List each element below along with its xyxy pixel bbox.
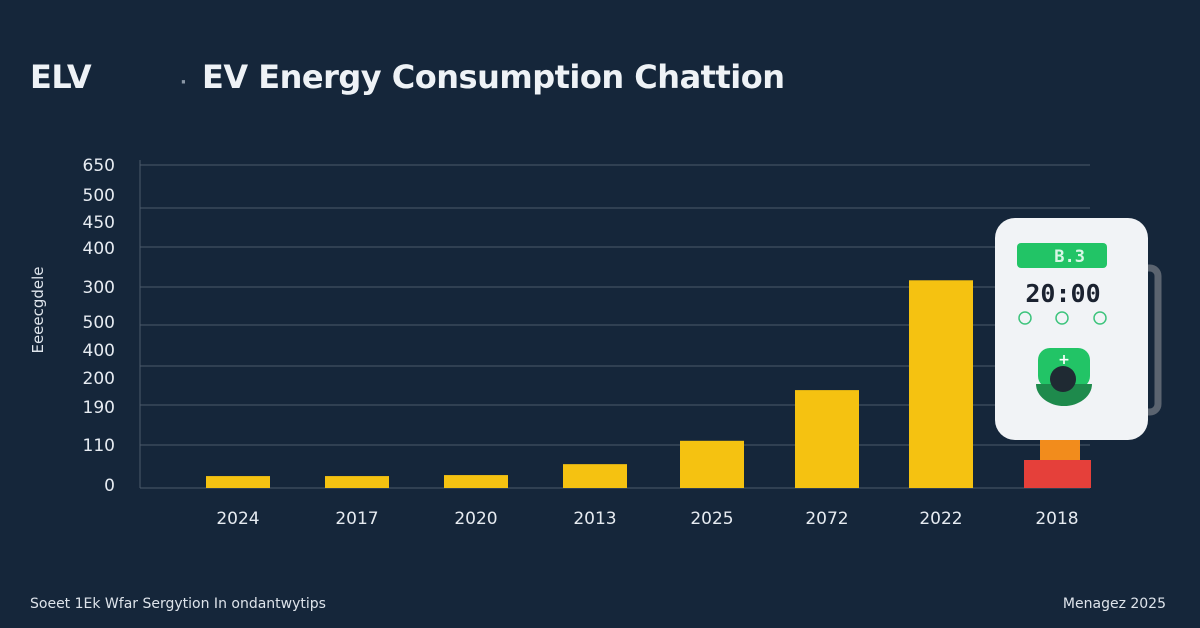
charger-time: 20:00	[1025, 279, 1100, 308]
charger-display-value: B.3	[1054, 247, 1085, 267]
bar-2022	[909, 280, 973, 488]
x-tick-label: 2024	[216, 509, 259, 529]
y-tick-label: 650	[83, 156, 115, 176]
bar-2013	[563, 464, 627, 488]
x-tick-label: 2072	[805, 509, 848, 529]
y-tick-label: 450	[83, 213, 115, 233]
bar-2025	[680, 440, 744, 488]
charger-socket	[1050, 366, 1076, 392]
title-text: EV Energy Consumption Chattion	[202, 58, 785, 96]
bar-2024	[206, 476, 270, 488]
y-tick-label: 500	[83, 186, 115, 206]
x-tick-label: 2025	[690, 509, 733, 529]
bar-2072	[795, 390, 859, 488]
y-tick-label: 0	[104, 476, 115, 496]
y-tick-label: 200	[83, 369, 115, 389]
y-tick-label: 400	[83, 341, 115, 361]
ev-charger-icon: B.3 20:00 +	[995, 218, 1162, 440]
chart-title: ELV · EV Energy Consumption Chattion	[30, 58, 785, 96]
brand-label: ELV	[30, 58, 92, 96]
y-tick-label: 110	[83, 436, 115, 456]
charger-socket-rim	[1036, 384, 1092, 406]
x-tick-label: 2020	[454, 509, 497, 529]
bar-2017	[325, 476, 389, 488]
bar-2020	[444, 475, 508, 488]
charger-status-icon	[1018, 311, 1032, 325]
y-tick-label: 500	[83, 313, 115, 333]
title-separator: ·	[180, 72, 187, 93]
charger-status-icon	[1055, 311, 1069, 325]
charger-body	[995, 218, 1148, 440]
plus-icon: +	[1058, 352, 1070, 368]
x-tick-label: 2013	[573, 509, 616, 529]
footer-caption: Soeet 1Ek Wfar Sergytion In ondantwytips	[30, 596, 326, 612]
charger-base	[1024, 460, 1091, 488]
charger-display	[1017, 243, 1107, 268]
x-tick-label: 2022	[919, 509, 962, 529]
charger-status-icon	[1093, 311, 1107, 325]
footer-credit: Menagez 2025	[1062, 596, 1166, 612]
y-tick-label: 190	[83, 398, 115, 418]
x-tick-label: 2017	[335, 509, 378, 529]
charger-cable	[1140, 264, 1162, 416]
x-tick-label: 2018	[1035, 509, 1078, 529]
y-tick-label: 400	[83, 239, 115, 259]
y-tick-label: 300	[83, 278, 115, 298]
